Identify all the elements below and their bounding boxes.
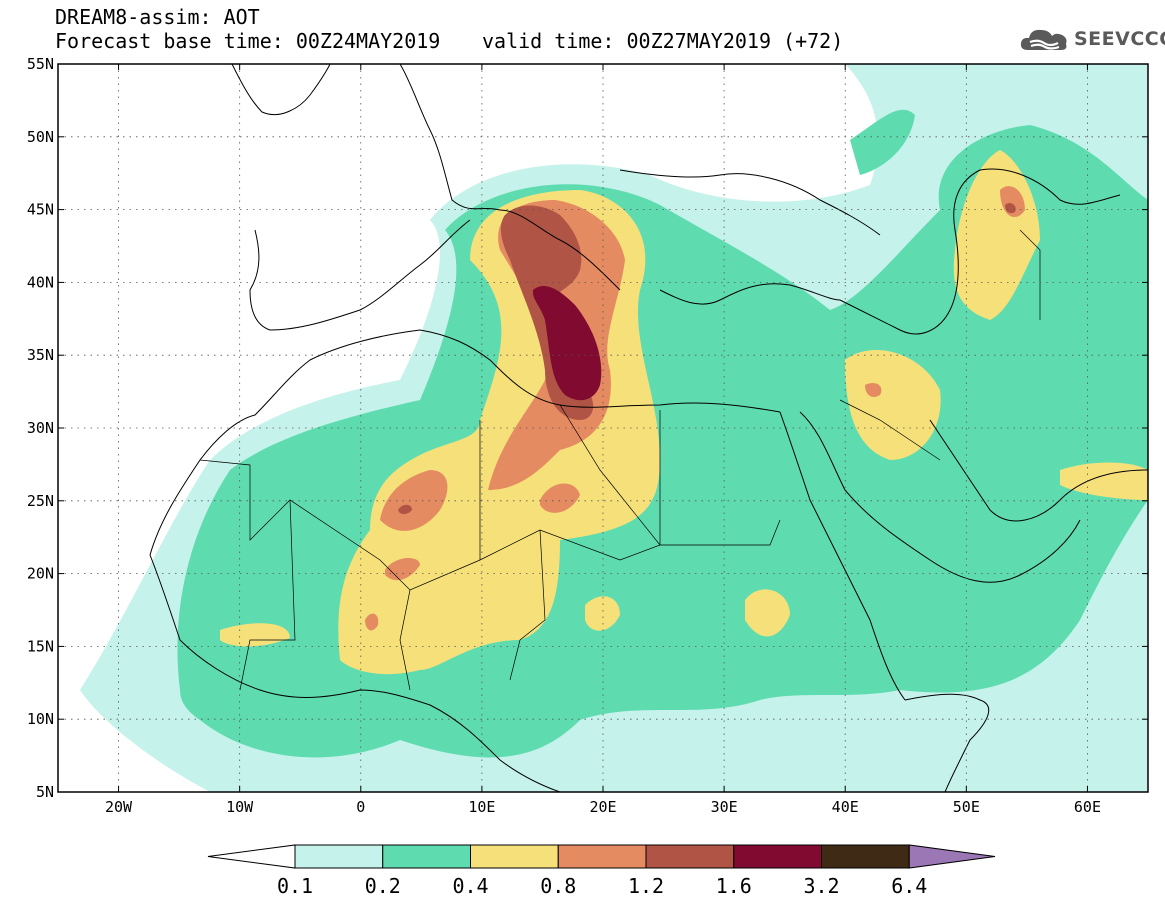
colorbar-label: 1.2 bbox=[628, 874, 664, 898]
country-borders bbox=[199, 229, 1041, 691]
aot-level-1.6 bbox=[532, 285, 602, 401]
coastlines bbox=[149, 64, 1148, 792]
colorbar-segment bbox=[733, 844, 822, 869]
colorbar-label: 0.4 bbox=[452, 874, 488, 898]
lat-tick-label: 30N bbox=[27, 419, 54, 437]
colorbar-label: 3.2 bbox=[803, 874, 839, 898]
colorbar-label: 0.8 bbox=[540, 874, 576, 898]
colorbar-segment bbox=[294, 844, 384, 869]
lat-lon-grid bbox=[58, 64, 1148, 792]
seevccc-logo: SEEVCCC bbox=[1018, 24, 1165, 54]
colorbar-segment bbox=[470, 844, 559, 869]
lat-tick-label: 45N bbox=[27, 201, 54, 219]
colorbar-label: 0.1 bbox=[277, 874, 313, 898]
lon-tick-label: 30E bbox=[711, 798, 738, 816]
lat-tick-label: 35N bbox=[27, 346, 54, 364]
colorbar-label: 6.4 bbox=[891, 874, 927, 898]
logo-label: SEEVCCC bbox=[1074, 28, 1165, 50]
colorbar-segment bbox=[382, 844, 471, 869]
colorbar-segment bbox=[645, 844, 735, 869]
colorbar-label: 1.6 bbox=[716, 874, 752, 898]
colorbar-segment bbox=[821, 844, 910, 869]
lon-tick-label: 10W bbox=[226, 798, 254, 816]
colorbar-max-arrow bbox=[908, 844, 996, 869]
colorbar-segment bbox=[557, 844, 647, 869]
lat-tick-label: 15N bbox=[27, 637, 54, 655]
lat-tick-label: 20N bbox=[27, 565, 54, 583]
lon-tick-label: 60E bbox=[1074, 798, 1101, 816]
lat-tick-label: 5N bbox=[36, 783, 54, 801]
cloud-icon bbox=[1020, 29, 1067, 50]
colorbar: 0.1 0.2 0.4 0.8 1.2 1.6 3.2 6.4 bbox=[207, 844, 996, 898]
lon-tick-label: 20W bbox=[105, 798, 133, 816]
lon-tick-label: 0 bbox=[356, 798, 365, 816]
lat-tick-label: 25N bbox=[27, 492, 54, 510]
lat-tick-label: 50N bbox=[27, 128, 54, 146]
forecast-base-time: Forecast base time: 00Z24MAY2019 bbox=[55, 29, 441, 53]
lon-tick-label: 50E bbox=[953, 798, 980, 816]
lon-tick-label: 40E bbox=[832, 798, 859, 816]
lon-tick-label: 20E bbox=[589, 798, 616, 816]
colorbar-min-arrow bbox=[207, 844, 296, 869]
model-title: DREAM8-assim: AOT bbox=[55, 5, 260, 29]
lat-tick-label: 40N bbox=[27, 273, 54, 291]
lat-tick-label: 10N bbox=[27, 710, 54, 728]
colorbar-label: 0.2 bbox=[365, 874, 401, 898]
axis-ticks: 55N 50N 45N 40N 35N 30N 25N 20N 15N 10N 5N 20W 10W 0 1… bbox=[27, 55, 1148, 816]
valid-time: valid time: 00Z27MAY2019 (+72) bbox=[482, 29, 844, 53]
lat-tick-label: 55N bbox=[27, 55, 54, 73]
aot-field bbox=[80, 64, 1148, 792]
lon-tick-label: 10E bbox=[468, 798, 495, 816]
